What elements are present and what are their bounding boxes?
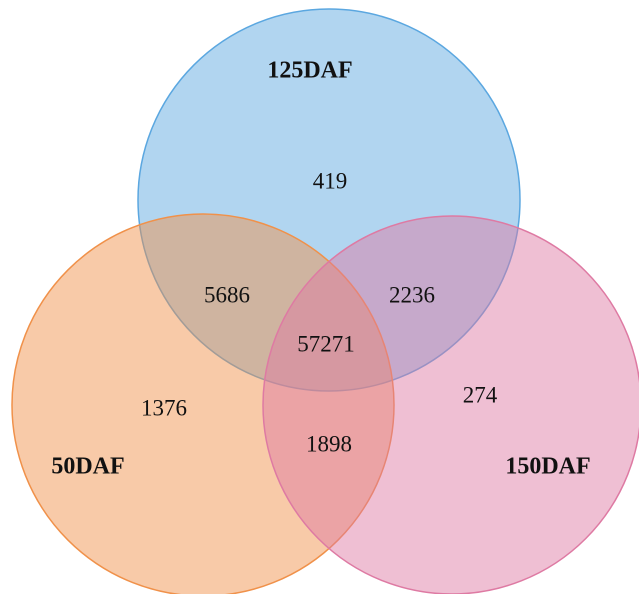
region-value: 57271 xyxy=(297,331,355,356)
region-value: 5686 xyxy=(204,282,250,307)
set-label: 125DAF xyxy=(267,58,352,84)
set-label: 150DAF xyxy=(505,454,590,480)
region-value: 1376 xyxy=(141,395,187,420)
set-circle xyxy=(11,213,395,594)
set-circle xyxy=(262,215,639,594)
region-value: 419 xyxy=(313,168,348,193)
region-value: 2236 xyxy=(389,282,435,307)
set-label: 50DAF xyxy=(51,454,124,480)
region-value: 274 xyxy=(463,382,498,407)
region-value: 1898 xyxy=(306,431,352,456)
set-circle xyxy=(137,8,521,392)
